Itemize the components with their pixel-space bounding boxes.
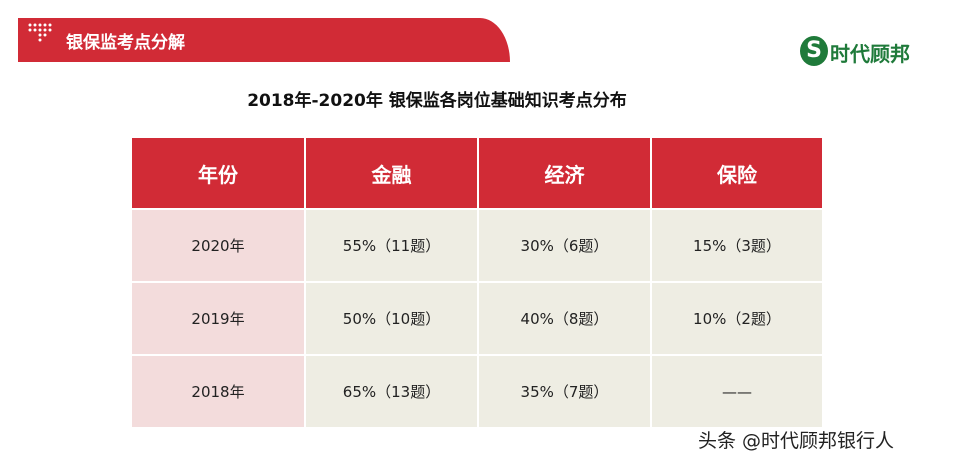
table-cell: 40%（8题）	[479, 283, 650, 354]
table-cell: 35%（7题）	[479, 356, 650, 427]
table-cell: 65%（13题）	[306, 356, 477, 427]
banner-title: 银保监考点分解	[66, 33, 185, 53]
table-cell: 55%（11题）	[306, 210, 477, 281]
banner	[18, 18, 510, 62]
watermark: 头条 @时代顾邦银行人	[698, 430, 895, 452]
table-title: 2018年-2020年 银保监各岗位基础知识考点分布	[247, 91, 627, 111]
table-cell: 10%（2题）	[652, 283, 822, 354]
table-cell: 2018年	[132, 356, 304, 427]
table-cell: 15%（3题）	[652, 210, 822, 281]
table-cell: ——	[652, 356, 822, 427]
logo-letter: S	[800, 36, 828, 66]
header-cell: 保险	[652, 138, 822, 208]
header-cell: 年份	[132, 138, 304, 208]
table-cell: 50%（10题）	[306, 283, 477, 354]
header-cell: 金融	[306, 138, 477, 208]
table-cell: 2020年	[132, 210, 304, 281]
table-cell: 2019年	[132, 283, 304, 354]
header-cell: 经济	[479, 138, 650, 208]
dot-icon	[28, 23, 52, 42]
brand: 时代顾邦	[830, 42, 910, 66]
table-cell: 30%（6题）	[479, 210, 650, 281]
